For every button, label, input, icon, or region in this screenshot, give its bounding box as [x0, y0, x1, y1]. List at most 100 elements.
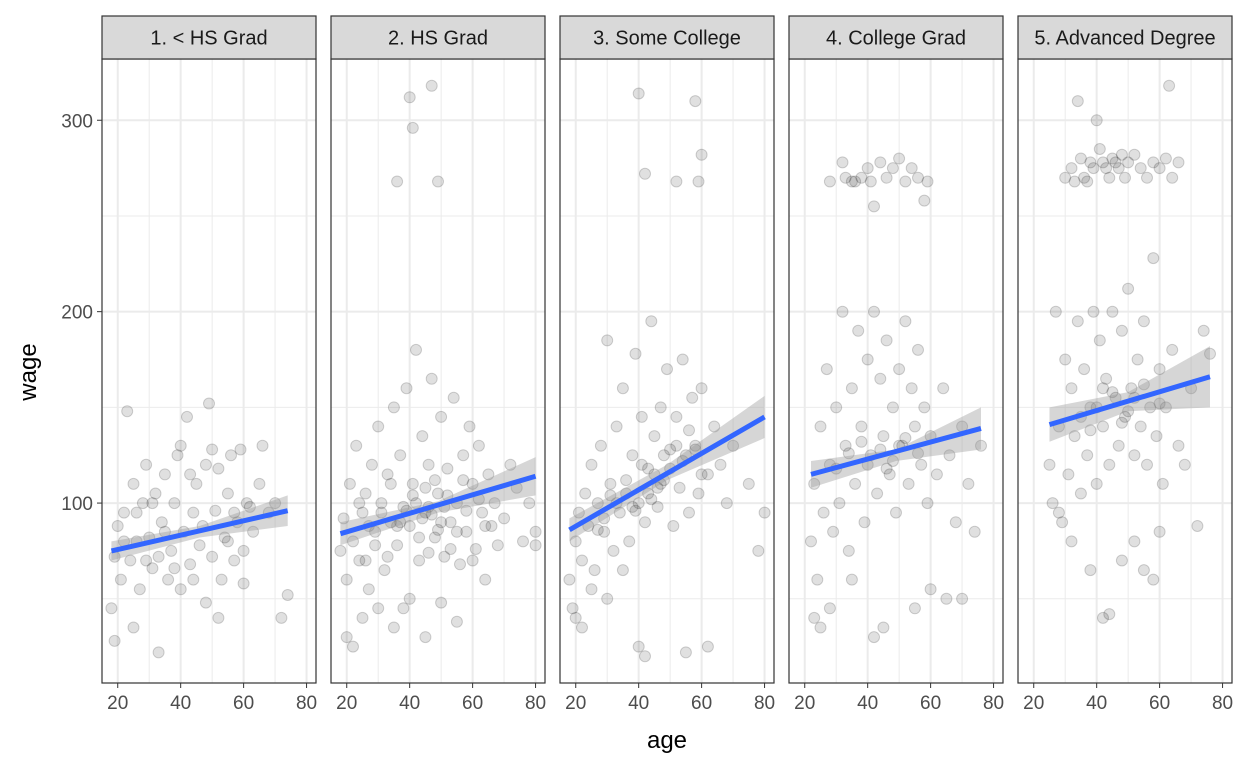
data-point: [347, 640, 359, 653]
data-point: [1056, 516, 1069, 529]
data-point: [121, 405, 134, 418]
data-point: [645, 493, 658, 506]
data-point: [168, 562, 181, 575]
facet-strip-label: 4. College Grad: [826, 28, 966, 50]
data-point: [899, 175, 912, 188]
data-point: [340, 573, 353, 586]
data-point: [943, 449, 956, 462]
data-point: [1115, 416, 1128, 429]
data-point: [425, 79, 438, 92]
data-point: [247, 525, 260, 538]
data-point: [256, 439, 269, 452]
data-point: [566, 602, 579, 615]
data-point: [498, 512, 511, 525]
data-point: [918, 401, 931, 414]
data-point: [591, 497, 604, 510]
data-point: [419, 631, 432, 644]
data-point: [864, 175, 877, 188]
data-point: [601, 334, 614, 347]
data-point: [695, 468, 708, 481]
data-point: [269, 497, 282, 510]
data-point: [406, 477, 419, 490]
facet-strip-label: 5. Advanced Degree: [1034, 28, 1215, 50]
data-point: [588, 564, 601, 577]
data-point: [435, 596, 448, 609]
data-point: [479, 573, 492, 586]
data-point: [413, 531, 426, 544]
facet-panel: 3. Some College 20 40 60 80: [559, 15, 775, 714]
data-point: [1159, 401, 1172, 414]
data-point: [1115, 148, 1128, 161]
data-point: [899, 315, 912, 328]
x-tick-label: 80: [525, 693, 546, 714]
data-point: [529, 525, 542, 538]
data-point: [209, 504, 222, 517]
data-point: [432, 523, 444, 536]
data-point: [347, 535, 359, 548]
data-point: [842, 447, 855, 460]
data-point: [1134, 162, 1147, 175]
data-point: [579, 487, 592, 500]
data-point: [356, 611, 369, 624]
data-point: [517, 535, 529, 548]
x-tick-label: 80: [1212, 693, 1233, 714]
data-point: [823, 602, 836, 615]
data-point: [814, 420, 827, 433]
data-point: [861, 162, 874, 175]
confidence-ribbon: [111, 495, 288, 561]
data-point: [842, 544, 855, 557]
data-point: [181, 410, 193, 423]
data-point: [1122, 156, 1135, 169]
x-tick-label: 20: [336, 693, 357, 714]
data-point: [1103, 458, 1116, 471]
facet-strip-label: 3. Some College: [593, 28, 741, 50]
data-point: [397, 500, 410, 513]
data-point: [1115, 554, 1128, 567]
data-point: [1150, 430, 1163, 443]
data-point: [428, 474, 441, 487]
data-point: [438, 550, 451, 563]
data-point: [1084, 424, 1097, 437]
data-point: [400, 382, 413, 395]
data-point: [692, 175, 705, 188]
data-point: [391, 539, 404, 552]
data-point: [353, 554, 366, 567]
data-point: [563, 573, 576, 586]
data-point: [1065, 382, 1078, 395]
data-point: [281, 589, 294, 601]
data-point: [893, 363, 906, 376]
data-point: [1081, 175, 1094, 188]
data-point: [626, 449, 639, 462]
data-point: [874, 372, 887, 385]
data-point: [623, 535, 636, 548]
x-tick-label: 80: [296, 693, 317, 714]
panel-background: [789, 59, 1003, 683]
data-point: [679, 646, 692, 659]
data-point: [620, 474, 633, 487]
data-point: [598, 525, 611, 538]
confidence-ribbon: [569, 395, 765, 542]
y-tick-label: 200: [61, 303, 93, 324]
data-point: [695, 148, 708, 161]
data-point: [1084, 564, 1097, 577]
data-point: [228, 554, 241, 567]
data-point: [1156, 477, 1169, 490]
data-point: [912, 171, 924, 184]
data-point: [585, 458, 598, 471]
data-point: [962, 477, 975, 490]
data-point: [708, 420, 721, 433]
data-point: [1109, 156, 1122, 169]
data-point: [921, 175, 934, 188]
data-point: [1097, 420, 1109, 433]
data-point: [902, 477, 915, 490]
data-point: [136, 497, 149, 510]
data-point: [861, 353, 874, 366]
data-point: [811, 573, 824, 586]
data-point: [375, 506, 388, 519]
data-point: [695, 382, 708, 395]
data-point: [1097, 156, 1109, 169]
panel-background: [1018, 59, 1232, 683]
data-point: [155, 516, 168, 529]
trend-line: [810, 426, 982, 477]
data-point: [607, 544, 620, 557]
